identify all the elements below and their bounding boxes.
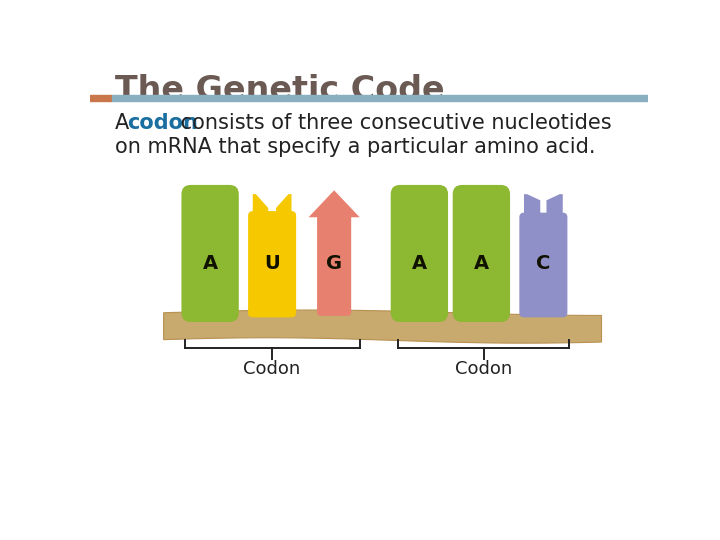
Polygon shape <box>163 310 601 343</box>
Text: Codon: Codon <box>243 361 301 379</box>
Text: consists of three consecutive nucleotides: consists of three consecutive nucleotide… <box>174 112 612 132</box>
Bar <box>90 95 112 101</box>
Text: U: U <box>264 254 280 273</box>
FancyBboxPatch shape <box>317 214 351 316</box>
Text: A: A <box>202 254 217 273</box>
FancyBboxPatch shape <box>453 185 510 322</box>
Text: A: A <box>114 112 135 132</box>
Polygon shape <box>276 194 292 215</box>
FancyBboxPatch shape <box>519 213 567 318</box>
FancyBboxPatch shape <box>248 211 296 318</box>
Text: Codon: Codon <box>455 361 513 379</box>
Bar <box>112 95 648 101</box>
Text: on mRNA that specify a particular amino acid.: on mRNA that specify a particular amino … <box>114 137 595 157</box>
FancyBboxPatch shape <box>391 185 448 322</box>
Polygon shape <box>546 194 563 217</box>
Text: G: G <box>326 254 342 273</box>
Text: The Genetic Code: The Genetic Code <box>114 74 444 107</box>
FancyBboxPatch shape <box>181 185 239 322</box>
Text: C: C <box>536 254 551 273</box>
Polygon shape <box>524 194 540 217</box>
Text: codon: codon <box>127 112 198 132</box>
Text: A: A <box>412 254 427 273</box>
Text: A: A <box>474 254 489 273</box>
Polygon shape <box>253 194 269 215</box>
Polygon shape <box>309 190 360 217</box>
